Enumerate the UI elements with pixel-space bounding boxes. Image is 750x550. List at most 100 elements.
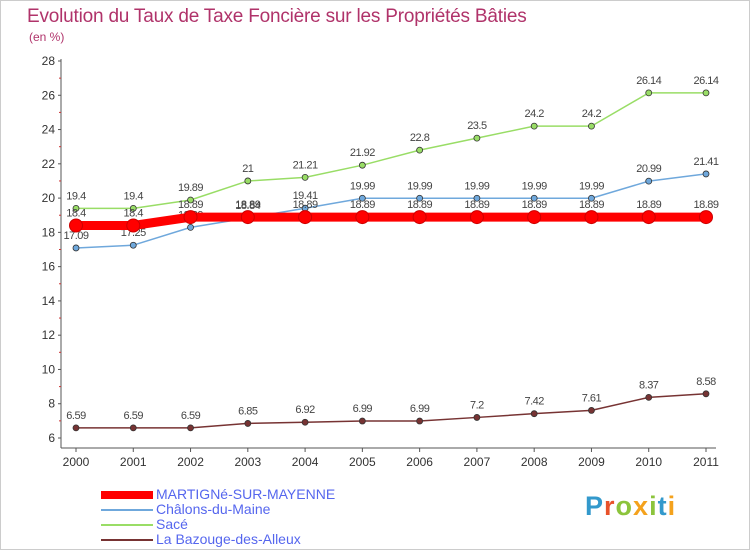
data-label: 22.8 bbox=[410, 132, 430, 144]
data-point bbox=[358, 194, 366, 202]
data-point bbox=[473, 194, 481, 202]
data-label: 18.89 bbox=[579, 199, 604, 211]
data-point bbox=[129, 424, 137, 432]
data-point bbox=[126, 218, 141, 233]
data-label: 18.89 bbox=[464, 199, 489, 211]
data-label: 6.92 bbox=[295, 404, 315, 416]
data-point bbox=[358, 417, 366, 425]
data-label: 6.59 bbox=[181, 410, 201, 422]
data-point bbox=[72, 204, 80, 212]
data-label: 24.2 bbox=[524, 108, 544, 120]
logo-letter: t bbox=[657, 491, 668, 521]
data-point bbox=[416, 194, 424, 202]
legend-item: Châlons-du-Maine bbox=[101, 502, 401, 517]
y-tick-label: 6 bbox=[48, 431, 55, 445]
data-label: 8.58 bbox=[696, 376, 716, 388]
data-label: 8.37 bbox=[639, 379, 659, 391]
data-point bbox=[530, 410, 538, 418]
data-label: 18.84 bbox=[235, 200, 260, 212]
data-point bbox=[72, 244, 80, 252]
data-label: 6.59 bbox=[66, 410, 86, 422]
series-line bbox=[75, 173, 707, 249]
data-point bbox=[641, 210, 656, 225]
data-label: 26.14 bbox=[636, 75, 661, 87]
data-point bbox=[183, 210, 198, 225]
data-label: 7.42 bbox=[524, 396, 544, 408]
data-point bbox=[645, 393, 653, 401]
x-tick-label: 2004 bbox=[292, 455, 319, 469]
data-point bbox=[473, 414, 481, 421]
x-tick-label: 2000 bbox=[63, 455, 90, 469]
data-label: 18.4 bbox=[66, 208, 86, 220]
data-label: 6.99 bbox=[410, 403, 430, 415]
logo-letter: o bbox=[615, 491, 634, 521]
data-point bbox=[527, 210, 542, 225]
y-tick-label: 10 bbox=[42, 362, 56, 376]
data-point bbox=[129, 204, 137, 212]
data-point bbox=[301, 418, 309, 426]
data-label: 24.2 bbox=[582, 108, 602, 120]
legend-label: MARTIGNé-SUR-MAYENNE bbox=[156, 486, 336, 502]
y-tick-label: 24 bbox=[42, 123, 56, 137]
x-tick-label: 2008 bbox=[521, 455, 548, 469]
legend-swatch bbox=[101, 508, 153, 511]
data-point bbox=[187, 196, 194, 204]
legend-label: La Bazouge-des-Alleux bbox=[156, 531, 301, 547]
x-tick-label: 2007 bbox=[464, 455, 491, 469]
data-point bbox=[129, 241, 137, 249]
data-point bbox=[702, 89, 710, 97]
data-point bbox=[301, 173, 309, 181]
data-point bbox=[584, 210, 599, 225]
y-tick-label: 16 bbox=[42, 260, 56, 274]
legend-item: Sacé bbox=[101, 517, 401, 532]
x-tick-label: 2001 bbox=[120, 455, 147, 469]
legend-item: MARTIGNé-SUR-MAYENNE bbox=[101, 487, 401, 502]
logo-letter: i bbox=[649, 491, 658, 521]
legend-label: Sacé bbox=[156, 516, 188, 532]
data-label: 19.99 bbox=[407, 180, 432, 192]
data-point bbox=[473, 134, 481, 142]
legend-item: La Bazouge-des-Alleux bbox=[101, 532, 401, 547]
data-point bbox=[702, 390, 710, 398]
data-label: 18.89 bbox=[178, 199, 203, 211]
y-tick-label: 26 bbox=[42, 88, 56, 102]
data-label: 18.89 bbox=[407, 199, 432, 211]
data-label: 6.59 bbox=[124, 410, 144, 422]
data-label: 18.89 bbox=[693, 199, 718, 211]
logo-letter: x bbox=[633, 491, 650, 521]
data-point bbox=[412, 210, 427, 225]
data-point bbox=[69, 218, 83, 233]
y-tick-label: 22 bbox=[42, 157, 56, 171]
data-point bbox=[702, 170, 710, 178]
data-label: 20.99 bbox=[636, 163, 661, 175]
series-0: 18.4 18.418.89 18.89 18.89 18.89 18.89 18.89 18… bbox=[66, 199, 719, 233]
data-label: 19.89 bbox=[178, 182, 203, 194]
data-point bbox=[187, 424, 194, 432]
data-label: 6.99 bbox=[353, 403, 373, 415]
data-point bbox=[699, 210, 713, 225]
y-tick-label: 12 bbox=[42, 328, 56, 342]
data-point bbox=[358, 161, 366, 169]
y-tick-label: 18 bbox=[42, 225, 56, 239]
data-label: 19.99 bbox=[579, 180, 604, 192]
data-point bbox=[645, 89, 653, 97]
data-label: 19.99 bbox=[350, 180, 375, 192]
legend-swatch bbox=[101, 538, 153, 541]
x-tick-label: 2009 bbox=[578, 455, 605, 469]
series-2: 19.4 19.4 19.89 21 21.21 21.92 22.8 23.5 24.2 24.… bbox=[66, 75, 719, 212]
y-tick-label: 14 bbox=[42, 294, 56, 308]
data-label: 19.41 bbox=[293, 190, 318, 202]
data-label: 19.99 bbox=[522, 180, 547, 192]
data-label: 21 bbox=[242, 163, 254, 175]
data-label: 21.41 bbox=[693, 156, 718, 168]
data-point bbox=[355, 210, 370, 225]
data-label: 18.89 bbox=[522, 199, 547, 211]
logo-letter: P bbox=[585, 491, 605, 521]
data-label: 6.85 bbox=[238, 405, 258, 417]
data-label: 18.89 bbox=[293, 199, 318, 211]
data-label: 19.4 bbox=[124, 190, 144, 202]
data-label: 18.89 bbox=[636, 199, 661, 211]
x-tick-label: 2002 bbox=[177, 455, 204, 469]
